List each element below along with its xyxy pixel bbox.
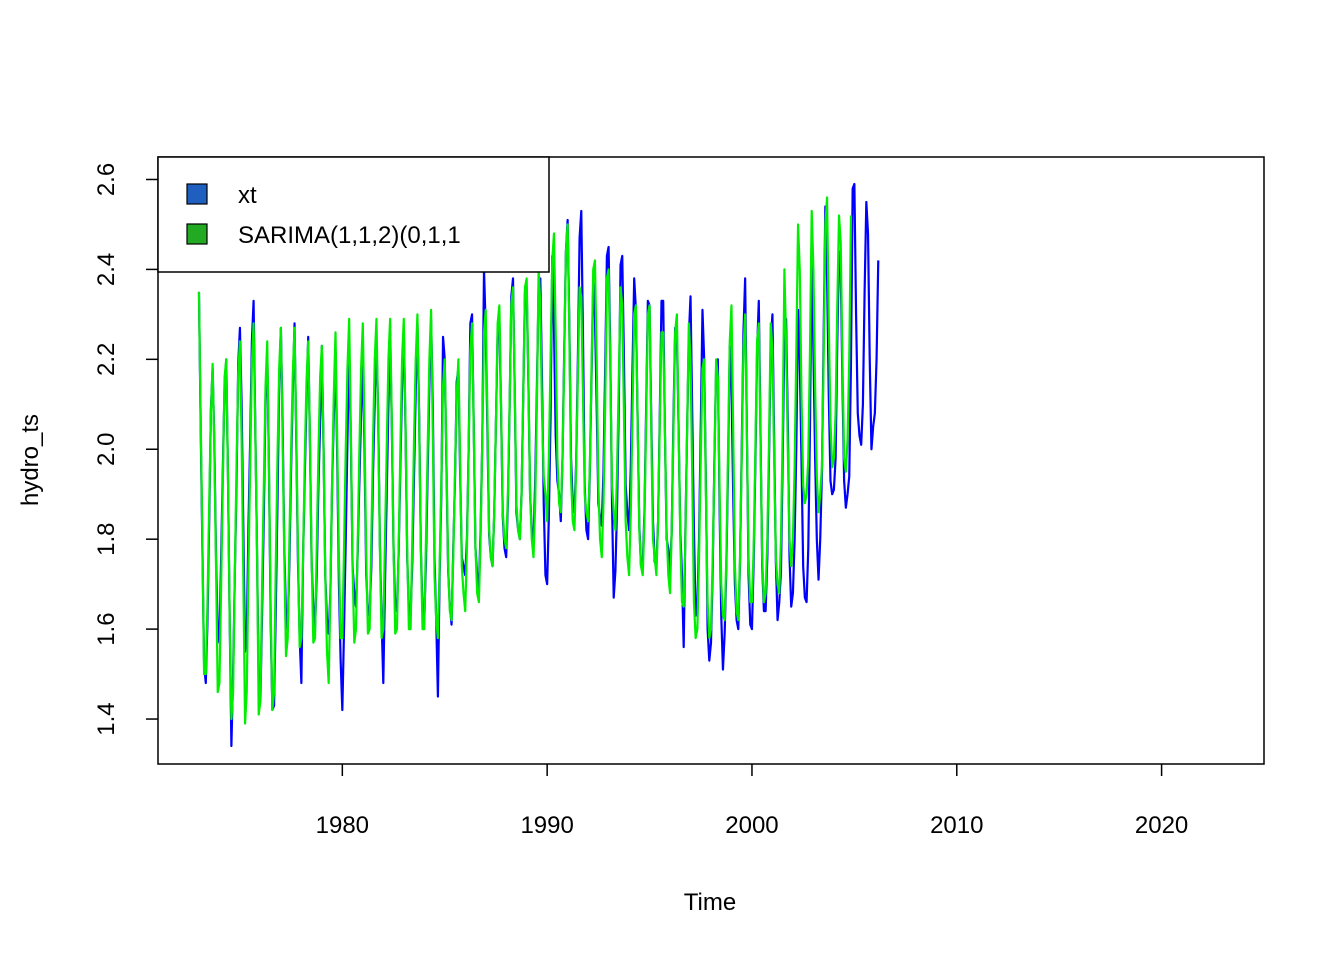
y-axis: 1.4 1.6 1.8 2.0 2.2 2.4 2.6 xyxy=(93,163,158,736)
plot-frame xyxy=(157,156,1265,765)
y-tick-label-2.4: 2.4 xyxy=(93,253,120,286)
x-tick-label-1990: 1990 xyxy=(520,812,573,839)
x-tick-label-2010: 2010 xyxy=(930,812,983,839)
y-axis-label: hydro_ts xyxy=(17,414,44,506)
y-tick-label-1.4: 1.4 xyxy=(93,702,120,735)
x-axis: 1980 1990 2000 2010 2020 xyxy=(316,764,1188,839)
x-axis-label: Time xyxy=(684,889,736,916)
x-tick-label-2020: 2020 xyxy=(1135,812,1188,839)
y-tick-label-2.2: 2.2 xyxy=(93,343,120,376)
series-layer xyxy=(197,182,880,748)
legend-swatch-sarima xyxy=(186,223,208,245)
legend-label-xt: xt xyxy=(238,182,257,209)
y-tick-label-2.6: 2.6 xyxy=(93,163,120,196)
y-tick-label-1.8: 1.8 xyxy=(93,522,120,555)
legend: xt SARIMA(1,1,2)(0,1,1 xyxy=(157,156,550,273)
legend-swatch-xt xyxy=(186,183,208,205)
series-line-sarima xyxy=(197,196,853,725)
x-tick-label-2000: 2000 xyxy=(725,812,778,839)
x-tick-label-1980: 1980 xyxy=(316,812,369,839)
y-tick-label-2.0: 2.0 xyxy=(93,433,120,466)
legend-label-sarima: SARIMA(1,1,2)(0,1,1 xyxy=(238,222,461,249)
y-tick-label-1.6: 1.6 xyxy=(93,612,120,645)
legend-box xyxy=(157,156,550,273)
